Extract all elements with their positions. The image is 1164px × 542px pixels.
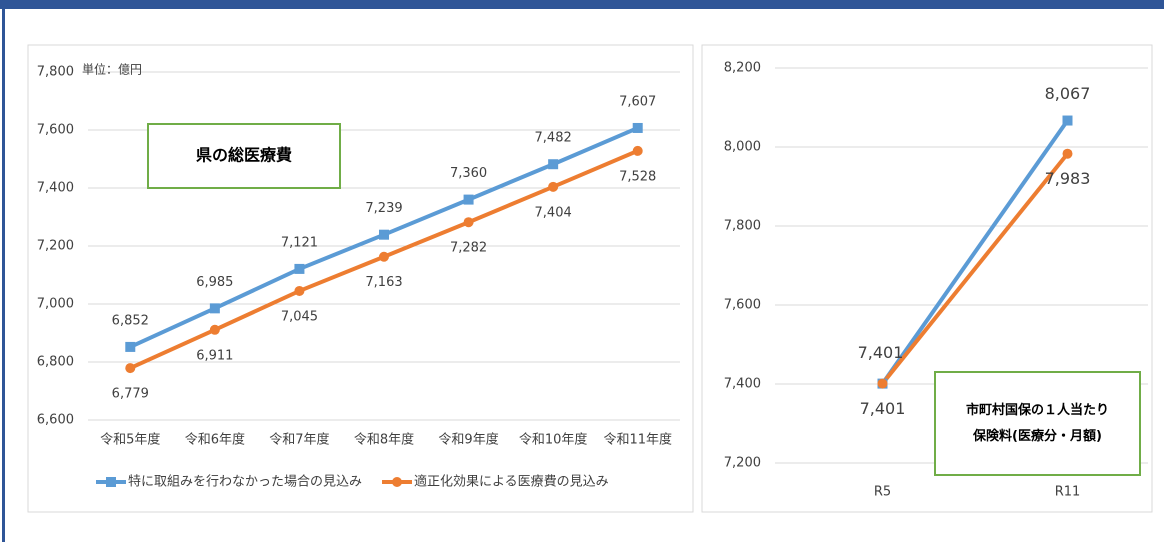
legend-marker bbox=[106, 477, 116, 487]
data-label: 7,607 bbox=[619, 94, 656, 109]
series-line bbox=[880, 119, 1070, 385]
y-tick-label: 6,800 bbox=[37, 355, 74, 370]
marker bbox=[548, 181, 559, 192]
y-tick-label: 8,000 bbox=[724, 140, 761, 155]
marker bbox=[294, 263, 305, 274]
marker bbox=[125, 363, 136, 374]
marker bbox=[463, 217, 474, 228]
data-label: 7,404 bbox=[535, 205, 572, 220]
data-label: 6,779 bbox=[112, 387, 149, 402]
title-box bbox=[147, 123, 341, 189]
marker bbox=[294, 285, 305, 296]
data-label: 8,067 bbox=[1045, 84, 1091, 103]
y-tick-label: 6,600 bbox=[37, 413, 74, 428]
chart-title: 県の総医療費 bbox=[196, 146, 292, 165]
marker bbox=[209, 303, 220, 314]
data-label: 7,282 bbox=[450, 241, 487, 256]
x-tick-label: 令和8年度 bbox=[354, 432, 414, 448]
marker bbox=[632, 122, 643, 133]
y-tick-label: 7,600 bbox=[724, 298, 761, 313]
unit-label: 単位：億円 bbox=[82, 62, 142, 77]
marker bbox=[379, 229, 389, 240]
marker bbox=[125, 341, 136, 352]
y-tick-label: 7,200 bbox=[724, 456, 761, 471]
x-tick-label: 令和6年度 bbox=[185, 432, 245, 448]
legend-marker bbox=[392, 477, 403, 487]
x-tick-label: 令和9年度 bbox=[438, 432, 498, 448]
data-label: 7,401 bbox=[858, 343, 904, 362]
x-tick-label: 令和11年度 bbox=[603, 432, 672, 448]
data-label: 7,360 bbox=[450, 166, 487, 181]
data-label: 7,482 bbox=[535, 131, 572, 146]
series-line bbox=[880, 152, 1070, 385]
y-tick-label: 7,400 bbox=[37, 181, 74, 196]
left-border bbox=[2, 0, 5, 542]
y-tick-label: 7,800 bbox=[724, 219, 761, 234]
y-tick-label: 7,600 bbox=[37, 123, 74, 138]
y-tick-label: 7,200 bbox=[37, 239, 74, 254]
top-border bbox=[0, 0, 1164, 9]
x-tick-label: 令和10年度 bbox=[519, 432, 588, 448]
chart-panel bbox=[27, 44, 694, 513]
y-tick-label: 8,200 bbox=[724, 61, 761, 76]
marker bbox=[209, 324, 220, 335]
data-label: 6,985 bbox=[196, 275, 233, 290]
data-label: 7,163 bbox=[365, 275, 402, 290]
marker bbox=[877, 378, 888, 389]
data-label: 7,045 bbox=[281, 309, 318, 324]
y-tick-label: 7,400 bbox=[724, 377, 761, 392]
data-label: 6,852 bbox=[112, 313, 149, 328]
chart-title: 保険料(医療分・月額) bbox=[972, 428, 1102, 444]
x-tick-label: 令和7年度 bbox=[269, 432, 329, 448]
data-label: 6,911 bbox=[196, 348, 233, 363]
y-tick-label: 7,800 bbox=[37, 65, 74, 80]
y-tick-label: 7,000 bbox=[37, 297, 74, 312]
data-label: 7,401 bbox=[860, 399, 906, 418]
legend-label: 特に取組みを行わなかった場合の見込み bbox=[128, 475, 362, 490]
data-label: 7,121 bbox=[281, 235, 318, 250]
legend-label: 適正化効果による医療費の見込み bbox=[414, 474, 609, 490]
marker bbox=[379, 251, 389, 262]
x-tick-label: 令和5年度 bbox=[100, 432, 160, 448]
marker bbox=[463, 194, 474, 205]
chart-title: 市町村国保の１人当たり bbox=[966, 402, 1109, 418]
data-label: 7,239 bbox=[365, 201, 402, 216]
x-tick-label: R5 bbox=[874, 485, 891, 500]
marker bbox=[632, 145, 643, 156]
marker bbox=[548, 159, 559, 170]
marker bbox=[1062, 148, 1073, 159]
title-box bbox=[934, 371, 1141, 476]
data-label: 7,528 bbox=[619, 169, 656, 184]
x-tick-label: R11 bbox=[1055, 485, 1081, 500]
data-label: 7,983 bbox=[1045, 169, 1091, 188]
marker bbox=[1062, 115, 1073, 126]
